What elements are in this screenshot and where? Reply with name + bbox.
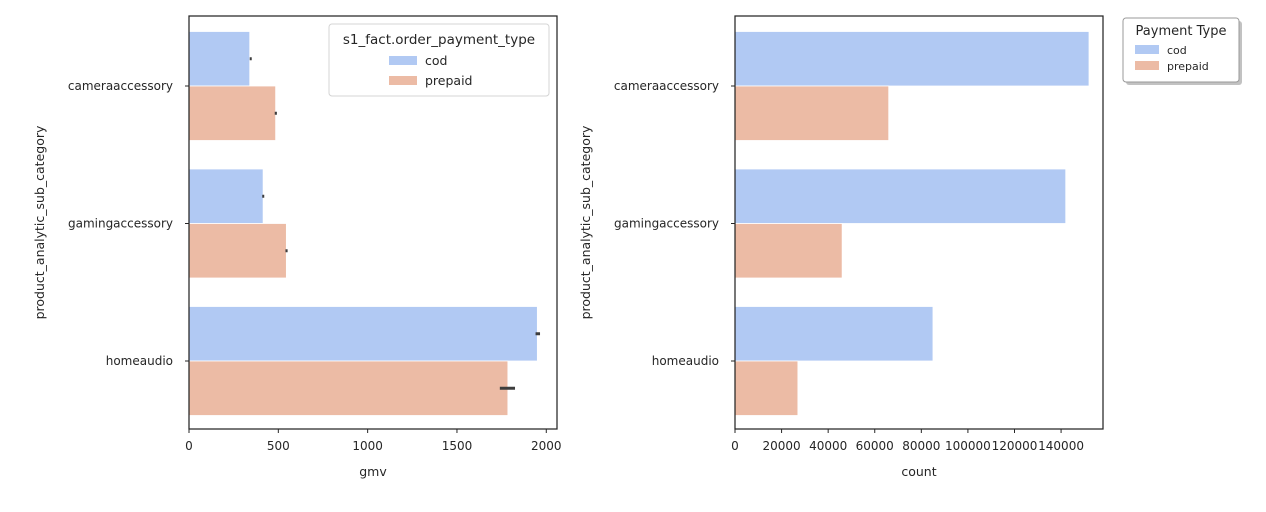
bar-gamingaccessory-prepaid	[734, 223, 843, 279]
bar-homeaudio-cod	[734, 306, 934, 362]
x-tick-label: 100000	[945, 439, 991, 453]
legend-label-cod: cod	[1167, 44, 1187, 57]
legend-swatch-cod	[1135, 45, 1159, 54]
x-tick-label: 60000	[856, 439, 894, 453]
legend-label-cod: cod	[425, 53, 447, 68]
x-tick-label: 20000	[762, 439, 800, 453]
count-chart-panel: cameraaccessory gamingaccessory homeaudio 0…	[578, 15, 1242, 479]
x-axis-label: count	[901, 464, 936, 479]
y-tick-label: cameraaccessory	[614, 79, 719, 93]
legend-swatch-prepaid	[1135, 61, 1159, 70]
y-tick-label: gamingaccessory	[68, 217, 173, 231]
legend-label-prepaid: prepaid	[425, 73, 473, 88]
x-tick-label: 500	[267, 439, 290, 453]
bar-gamingaccessory-cod	[734, 168, 1067, 224]
bar-homeaudio-prepaid	[734, 360, 799, 416]
y-tick-label: homeaudio	[652, 354, 719, 368]
y-axis-label: product_analytic_sub_category	[578, 125, 593, 319]
bar-gamingaccessory-cod	[188, 168, 264, 224]
axes-frame	[188, 15, 558, 430]
bar-cameraaccessory-prepaid	[188, 85, 277, 141]
x-tick-label: 40000	[809, 439, 847, 453]
legend-label-prepaid: prepaid	[1167, 60, 1209, 73]
y-tick-label: gamingaccessory	[614, 217, 719, 231]
x-axis-label: gmv	[359, 464, 387, 479]
legend: Payment Type cod prepaid	[1122, 17, 1242, 85]
x-tick-label: 80000	[902, 439, 940, 453]
x-tick-label: 1500	[442, 439, 473, 453]
bar-cameraaccessory-cod	[188, 31, 251, 87]
y-axis-label: product_analytic_sub_category	[32, 125, 47, 319]
y-tick-label: homeaudio	[106, 354, 173, 368]
legend-title: s1_fact.order_payment_type	[343, 32, 535, 48]
gmv-chart-panel: cameraaccessory gamingaccessory homeaudio 0…	[32, 15, 562, 479]
x-tick-label: 0	[185, 439, 193, 453]
legend-swatch-cod	[389, 56, 417, 65]
legend-title: Payment Type	[1136, 24, 1227, 39]
bar-cameraaccessory-cod	[734, 31, 1090, 87]
bar-homeaudio-prepaid	[188, 360, 509, 416]
x-tick-label: 2000	[531, 439, 562, 453]
x-tick-label: 120000	[992, 439, 1038, 453]
bar-gamingaccessory-prepaid	[188, 223, 287, 279]
legend-box	[328, 23, 550, 97]
x-tick-label: 1000	[352, 439, 383, 453]
bar-cameraaccessory-prepaid	[734, 85, 890, 141]
x-tick-label: 0	[731, 439, 739, 453]
bar-homeaudio-cod	[188, 306, 538, 362]
axes-frame	[734, 15, 1104, 430]
y-tick-label: cameraaccessory	[68, 79, 173, 93]
legend-swatch-prepaid	[389, 76, 417, 85]
x-tick-label: 140000	[1038, 439, 1084, 453]
